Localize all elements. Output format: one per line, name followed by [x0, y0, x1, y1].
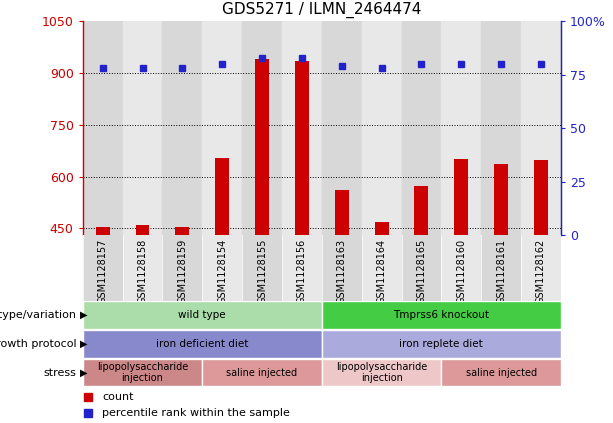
Bar [242, 21, 282, 235]
Bar [282, 235, 322, 301]
Bar [402, 235, 441, 301]
Text: GSM1128159: GSM1128159 [177, 239, 188, 304]
Bar [322, 330, 561, 358]
Bar [202, 235, 242, 301]
Text: GSM1128154: GSM1128154 [217, 239, 227, 304]
Text: count: count [102, 392, 134, 402]
Text: saline injected: saline injected [465, 368, 537, 378]
Bar [322, 235, 362, 301]
Text: iron deficient diet: iron deficient diet [156, 339, 248, 349]
Bar [175, 227, 189, 235]
Text: percentile rank within the sample: percentile rank within the sample [102, 408, 290, 418]
Text: growth protocol: growth protocol [0, 339, 77, 349]
Text: iron replete diet: iron replete diet [400, 339, 483, 349]
Bar [255, 59, 269, 235]
Bar [162, 235, 202, 301]
Bar [202, 359, 322, 387]
Text: saline injected: saline injected [226, 368, 298, 378]
Text: GSM1128163: GSM1128163 [337, 239, 347, 304]
Bar [521, 21, 561, 235]
Bar [96, 227, 110, 235]
Text: ▶: ▶ [80, 339, 87, 349]
Bar [202, 21, 242, 235]
Text: genotype/variation: genotype/variation [0, 310, 77, 320]
Bar [521, 235, 561, 301]
Bar [375, 222, 389, 235]
Text: GSM1128161: GSM1128161 [496, 239, 506, 304]
Text: lipopolysaccharide
injection: lipopolysaccharide injection [336, 362, 427, 384]
Text: GSM1128165: GSM1128165 [416, 239, 427, 304]
Text: GSM1128162: GSM1128162 [536, 239, 546, 304]
Text: lipopolysaccharide
injection: lipopolysaccharide injection [97, 362, 188, 384]
Text: ▶: ▶ [80, 310, 87, 320]
Bar [83, 21, 123, 235]
Bar [135, 225, 150, 235]
Bar [362, 235, 402, 301]
Bar [215, 157, 229, 235]
Text: GSM1128156: GSM1128156 [297, 239, 307, 304]
Bar [83, 359, 202, 387]
Bar [441, 359, 561, 387]
Bar [414, 186, 428, 235]
Bar [534, 160, 548, 235]
Bar [322, 21, 362, 235]
Bar [162, 21, 202, 235]
Bar [242, 235, 282, 301]
Bar [322, 301, 561, 329]
Bar [454, 159, 468, 235]
Text: GSM1128160: GSM1128160 [456, 239, 466, 304]
Bar [83, 301, 322, 329]
Title: GDS5271 / ILMN_2464474: GDS5271 / ILMN_2464474 [222, 2, 422, 19]
Text: GSM1128157: GSM1128157 [97, 239, 108, 304]
Bar [322, 359, 441, 387]
Bar [335, 190, 349, 235]
Bar [362, 21, 402, 235]
Text: GSM1128155: GSM1128155 [257, 239, 267, 304]
Text: GSM1128164: GSM1128164 [376, 239, 387, 304]
Bar [494, 165, 508, 235]
Bar [481, 235, 521, 301]
Text: GSM1128158: GSM1128158 [137, 239, 148, 304]
Text: wild type: wild type [178, 310, 226, 320]
Bar [123, 235, 162, 301]
Bar [282, 21, 322, 235]
Bar [83, 330, 322, 358]
Text: stress: stress [44, 368, 77, 378]
Bar [295, 61, 309, 235]
Bar [441, 21, 481, 235]
Text: ▶: ▶ [80, 368, 87, 378]
Text: Tmprss6 knockout: Tmprss6 knockout [394, 310, 489, 320]
Bar [481, 21, 521, 235]
Bar [402, 21, 441, 235]
Bar [441, 235, 481, 301]
Bar [123, 21, 162, 235]
Bar [83, 235, 123, 301]
